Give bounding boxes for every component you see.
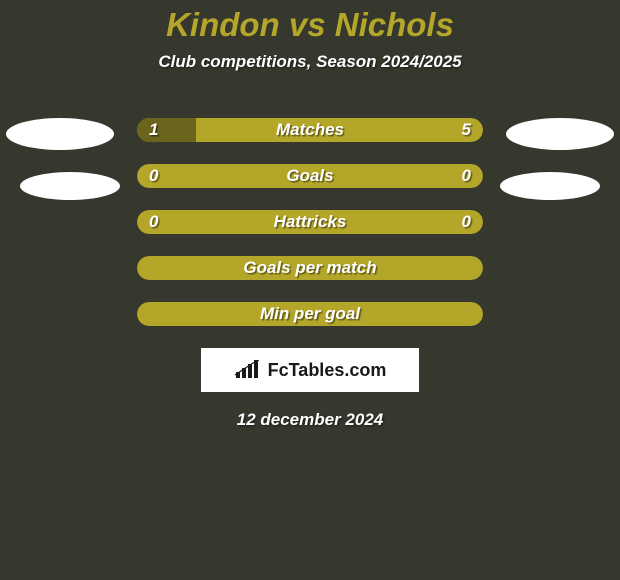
- bar-label: Matches: [137, 118, 483, 142]
- bar-value-left: 0: [149, 164, 158, 188]
- logo-text: FcTables.com: [268, 360, 387, 381]
- bar-label: Hattricks: [137, 210, 483, 234]
- bar-value-right: 0: [462, 164, 471, 188]
- bar-value-left: 0: [149, 210, 158, 234]
- bar-label: Goals: [137, 164, 483, 188]
- stat-bar: Hattricks0 0: [137, 210, 483, 234]
- decorative-ellipse: [500, 172, 600, 200]
- stat-bar: Min per goal: [137, 302, 483, 326]
- bar-value-left: 1: [149, 118, 158, 142]
- date-label: 12 december 2024: [0, 410, 620, 430]
- comparison-section: Matches15Goals00Hattricks00Goals per mat…: [0, 118, 620, 430]
- page-title: Kindon vs Nichols: [0, 6, 620, 44]
- bar-value-right: 0: [462, 210, 471, 234]
- decorative-ellipse: [506, 118, 614, 150]
- stat-bar: Matches1 5: [137, 118, 483, 142]
- bar-label: Goals per match: [137, 256, 483, 280]
- stat-bar: Goals per match: [137, 256, 483, 280]
- bar-chart-icon: [234, 360, 262, 380]
- page: Kindon vs Nichols Club competitions, Sea…: [0, 0, 620, 580]
- page-subtitle: Club competitions, Season 2024/2025: [0, 52, 620, 72]
- bar-value-right: 5: [462, 118, 471, 142]
- bar-label: Min per goal: [137, 302, 483, 326]
- decorative-ellipse: [20, 172, 120, 200]
- decorative-ellipse: [6, 118, 114, 150]
- stat-bar: Goals0 0: [137, 164, 483, 188]
- stat-bars: Matches15Goals00Hattricks00Goals per mat…: [137, 118, 483, 326]
- logo-box: FcTables.com: [201, 348, 419, 392]
